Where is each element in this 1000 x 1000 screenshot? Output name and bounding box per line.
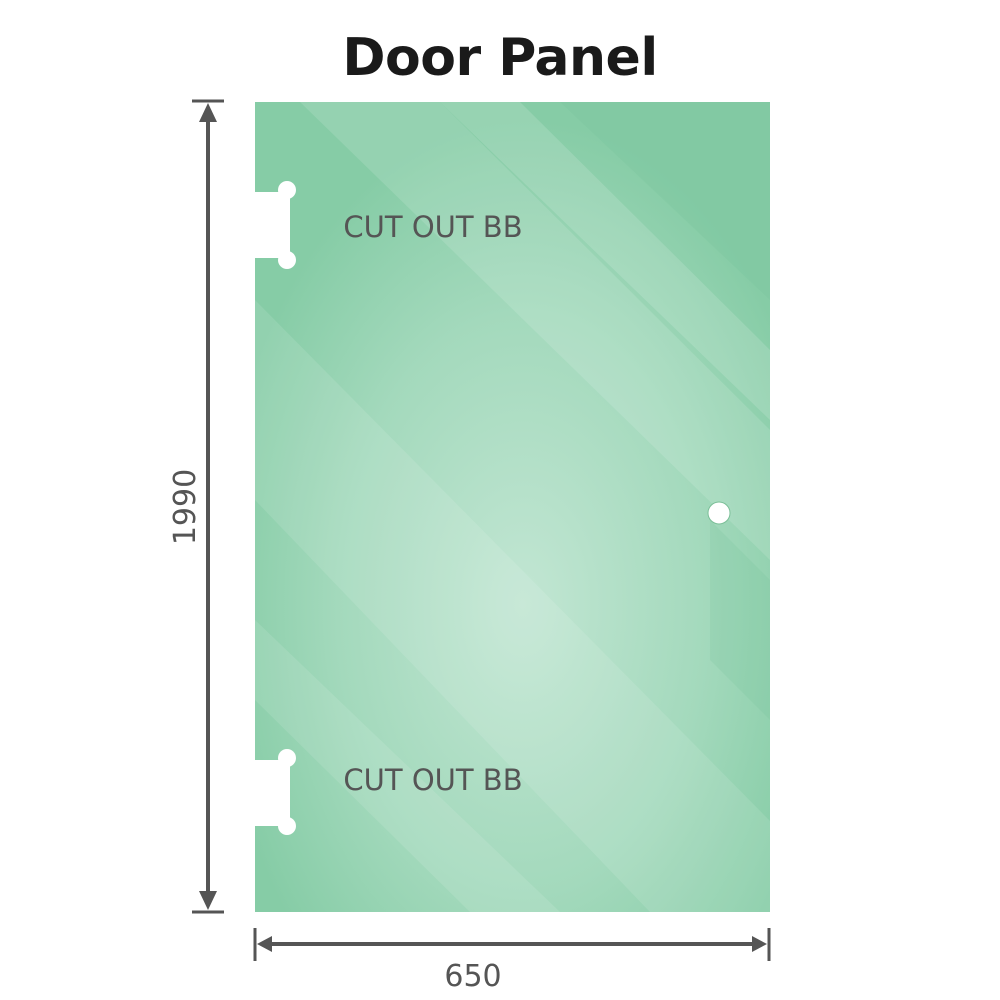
glass-panel — [255, 102, 770, 912]
diagram-title: Door Panel — [342, 28, 658, 88]
bottom-cutout-label: CUT OUT BB — [343, 763, 522, 797]
height-dimension-line — [192, 99, 224, 914]
bottom-cutout — [250, 749, 296, 835]
width-dimension-line — [253, 928, 771, 961]
width-label: 650 — [444, 959, 501, 994]
top-cutout — [250, 181, 296, 269]
top-cutout-label: CUT OUT BB — [343, 210, 522, 244]
handle-hole — [707, 501, 731, 525]
height-label: 1990 — [168, 469, 203, 545]
